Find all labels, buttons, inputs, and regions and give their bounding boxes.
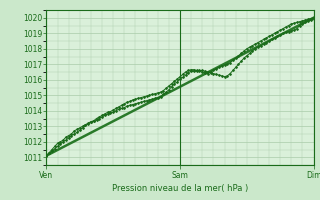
X-axis label: Pression niveau de la mer( hPa ): Pression niveau de la mer( hPa ) <box>112 184 248 193</box>
